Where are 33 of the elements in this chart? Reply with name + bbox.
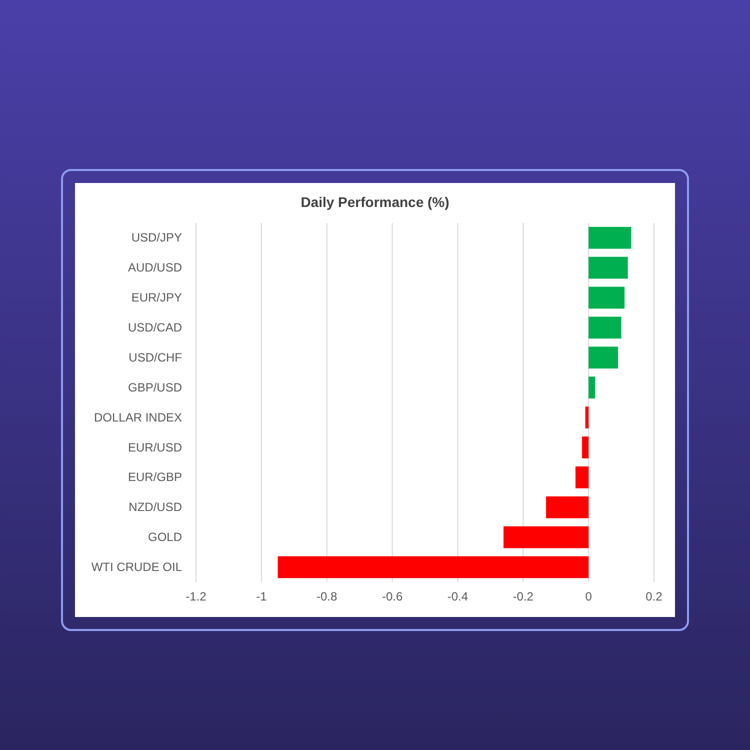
bar	[588, 286, 625, 309]
bar	[588, 316, 622, 339]
x-tick-label: -1	[256, 590, 268, 604]
x-tick-label: -0.8	[316, 590, 338, 604]
x-tick-label: -0.6	[382, 590, 403, 604]
bar	[278, 556, 589, 578]
bar	[588, 376, 596, 398]
x-tick-label: 0.2	[646, 590, 663, 604]
y-tick-label: USD/CAD	[128, 320, 182, 334]
bar	[585, 406, 589, 428]
y-tick-label: EUR/GBP	[128, 470, 182, 484]
y-tick-label: USD/CHF	[128, 350, 182, 364]
bar	[588, 346, 618, 369]
x-tick-label: 0	[585, 590, 592, 604]
chart-title: Daily Performance (%)	[300, 194, 450, 210]
y-tick-label: AUD/USD	[128, 260, 182, 275]
y-tick-label: EUR/USD	[128, 440, 182, 454]
bar	[588, 226, 632, 249]
bar	[504, 526, 589, 548]
bar	[588, 256, 628, 279]
bar	[546, 496, 589, 518]
y-tick-label: EUR/JPY	[131, 290, 182, 305]
x-tick-label: -0.4	[447, 590, 468, 604]
y-tick-label: GBP/USD	[128, 380, 182, 394]
bar	[575, 466, 589, 488]
x-tick-label: -1.2	[186, 590, 207, 604]
y-tick-label: WTI CRUDE OIL	[91, 560, 182, 574]
x-tick-label: -0.2	[512, 590, 534, 604]
y-tick-label: GOLD	[148, 530, 182, 544]
y-tick-label: DOLLAR INDEX	[94, 410, 182, 424]
y-tick-label: NZD/USD	[128, 500, 182, 514]
bar	[582, 436, 589, 458]
y-tick-label: USD/JPY	[131, 230, 182, 245]
